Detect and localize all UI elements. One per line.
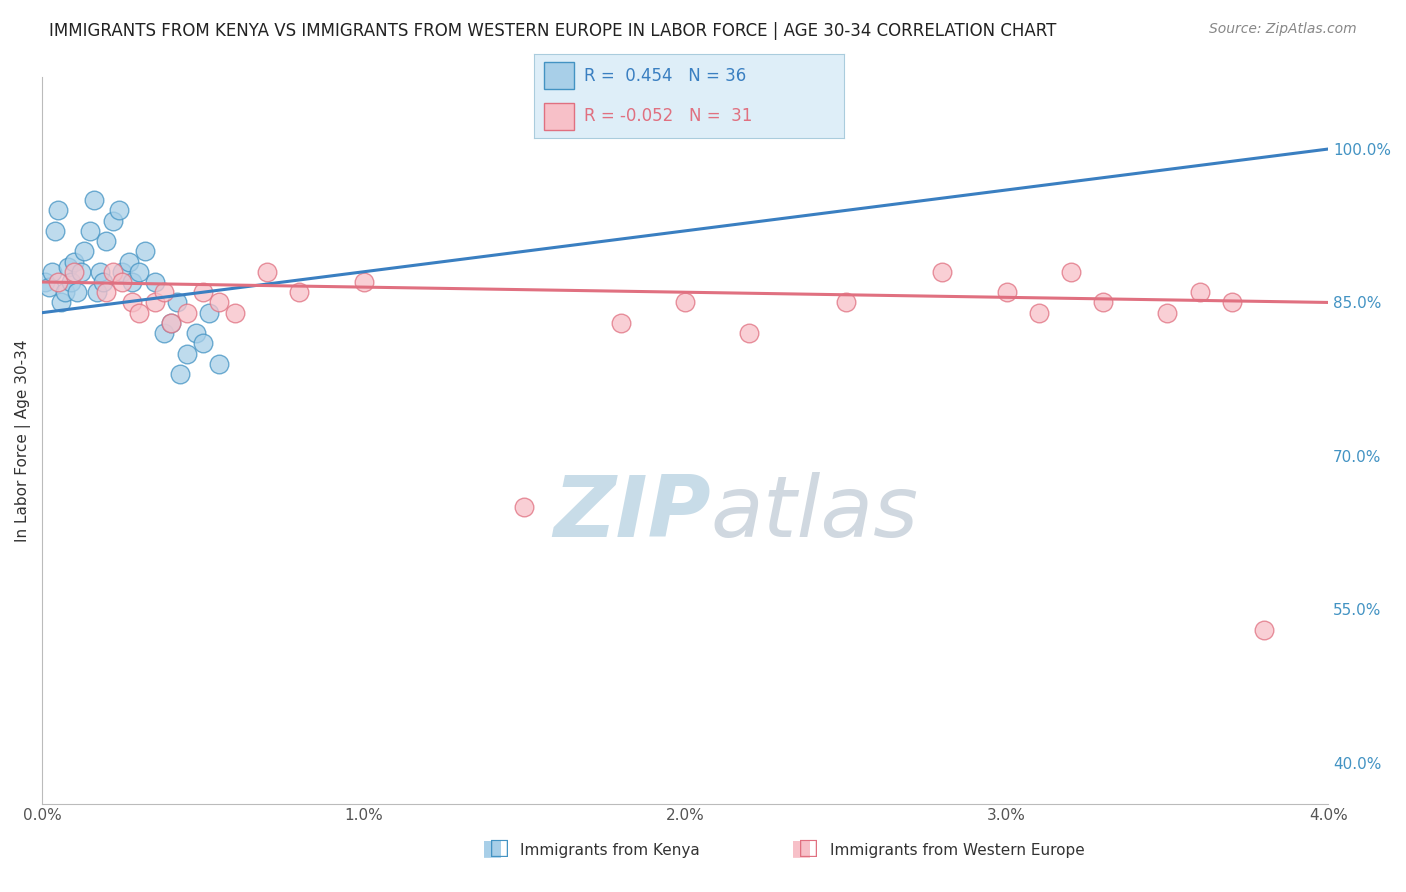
Point bbox=[224, 306, 246, 320]
Text: IMMIGRANTS FROM KENYA VS IMMIGRANTS FROM WESTERN EUROPE IN LABOR FORCE | AGE 30-: IMMIGRANTS FROM KENYA VS IMMIGRANTS FROM… bbox=[49, 22, 1056, 40]
Point bbox=[91, 275, 114, 289]
Point bbox=[111, 275, 134, 289]
Point bbox=[1188, 285, 1211, 300]
Text: ZIP: ZIP bbox=[553, 472, 711, 555]
Point bbox=[176, 306, 198, 320]
Text: □: □ bbox=[799, 838, 818, 858]
Point bbox=[56, 260, 79, 274]
Point bbox=[738, 326, 761, 340]
Point bbox=[38, 280, 60, 294]
Point bbox=[121, 275, 143, 289]
Text: Immigrants from Kenya: Immigrants from Kenya bbox=[520, 843, 700, 858]
Point bbox=[118, 254, 141, 268]
Point bbox=[191, 285, 214, 300]
Text: R = -0.052   N =  31: R = -0.052 N = 31 bbox=[583, 107, 752, 125]
Point bbox=[128, 265, 150, 279]
Point bbox=[931, 265, 953, 279]
Text: Immigrants from Western Europe: Immigrants from Western Europe bbox=[830, 843, 1084, 858]
Point bbox=[153, 326, 176, 340]
Point bbox=[1092, 295, 1115, 310]
Point bbox=[86, 285, 108, 300]
Point bbox=[79, 224, 101, 238]
Point bbox=[1220, 295, 1243, 310]
Point bbox=[995, 285, 1018, 300]
Point bbox=[83, 193, 105, 207]
Point bbox=[153, 285, 176, 300]
Point bbox=[73, 244, 96, 259]
Bar bbox=[544, 62, 575, 89]
Point bbox=[143, 275, 166, 289]
Point bbox=[66, 285, 89, 300]
Point bbox=[96, 285, 118, 300]
Point bbox=[288, 285, 311, 300]
Point bbox=[191, 336, 214, 351]
Y-axis label: In Labor Force | Age 30-34: In Labor Force | Age 30-34 bbox=[15, 339, 31, 541]
Text: R =  0.454   N = 36: R = 0.454 N = 36 bbox=[583, 67, 747, 85]
Point bbox=[63, 265, 86, 279]
Point bbox=[128, 306, 150, 320]
Point bbox=[96, 234, 118, 248]
Point bbox=[121, 295, 143, 310]
Point bbox=[51, 295, 73, 310]
Point bbox=[41, 265, 63, 279]
Point bbox=[1156, 306, 1178, 320]
Point bbox=[208, 295, 231, 310]
Point bbox=[166, 295, 188, 310]
Point bbox=[46, 203, 69, 218]
Point bbox=[143, 295, 166, 310]
Point bbox=[513, 500, 536, 514]
Point bbox=[186, 326, 208, 340]
Point bbox=[1060, 265, 1083, 279]
Point bbox=[101, 213, 124, 227]
Bar bbox=[544, 103, 575, 130]
Point bbox=[60, 275, 83, 289]
Point bbox=[1028, 306, 1050, 320]
Point bbox=[134, 244, 156, 259]
Point bbox=[673, 295, 696, 310]
Text: ■: ■ bbox=[792, 838, 811, 858]
Point bbox=[44, 224, 66, 238]
Point bbox=[46, 275, 69, 289]
Text: Source: ZipAtlas.com: Source: ZipAtlas.com bbox=[1209, 22, 1357, 37]
Point bbox=[835, 295, 858, 310]
Point bbox=[34, 275, 56, 289]
Point bbox=[101, 265, 124, 279]
Point bbox=[256, 265, 278, 279]
Text: atlas: atlas bbox=[711, 472, 920, 555]
Point bbox=[53, 285, 76, 300]
Point bbox=[159, 316, 181, 330]
Point bbox=[63, 254, 86, 268]
Text: □: □ bbox=[489, 838, 509, 858]
Point bbox=[208, 357, 231, 371]
Point bbox=[198, 306, 221, 320]
Point bbox=[176, 346, 198, 360]
Text: ■: ■ bbox=[482, 838, 502, 858]
Point bbox=[1253, 623, 1275, 637]
Point bbox=[610, 316, 633, 330]
Point bbox=[353, 275, 375, 289]
Point bbox=[159, 316, 181, 330]
Point bbox=[169, 367, 191, 381]
Point bbox=[108, 203, 131, 218]
Point bbox=[89, 265, 111, 279]
Point bbox=[69, 265, 91, 279]
Point bbox=[111, 265, 134, 279]
